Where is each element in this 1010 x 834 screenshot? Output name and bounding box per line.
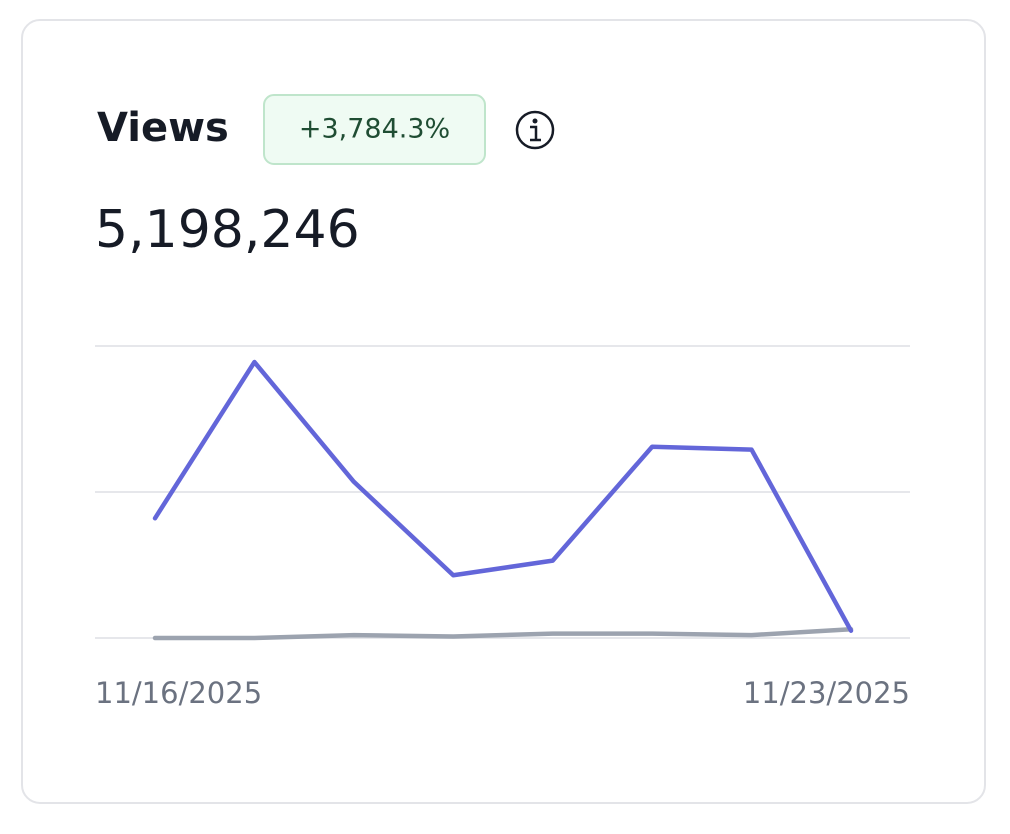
title: Views xyxy=(97,105,229,151)
series-line xyxy=(152,359,854,633)
change-label: +3,784.3% xyxy=(299,114,450,145)
card-frame xyxy=(21,19,986,804)
change-badge xyxy=(263,94,486,165)
info-icon[interactable] xyxy=(515,110,555,150)
info-circle xyxy=(515,110,555,150)
info-dot xyxy=(532,118,538,124)
info-stem xyxy=(530,125,541,142)
x-tick-label: 11/16/2025 xyxy=(95,676,262,710)
total-value: 5,198,246 xyxy=(95,200,360,260)
x-tick-label: 11/23/2025 xyxy=(743,676,910,710)
series-line xyxy=(152,626,854,641)
